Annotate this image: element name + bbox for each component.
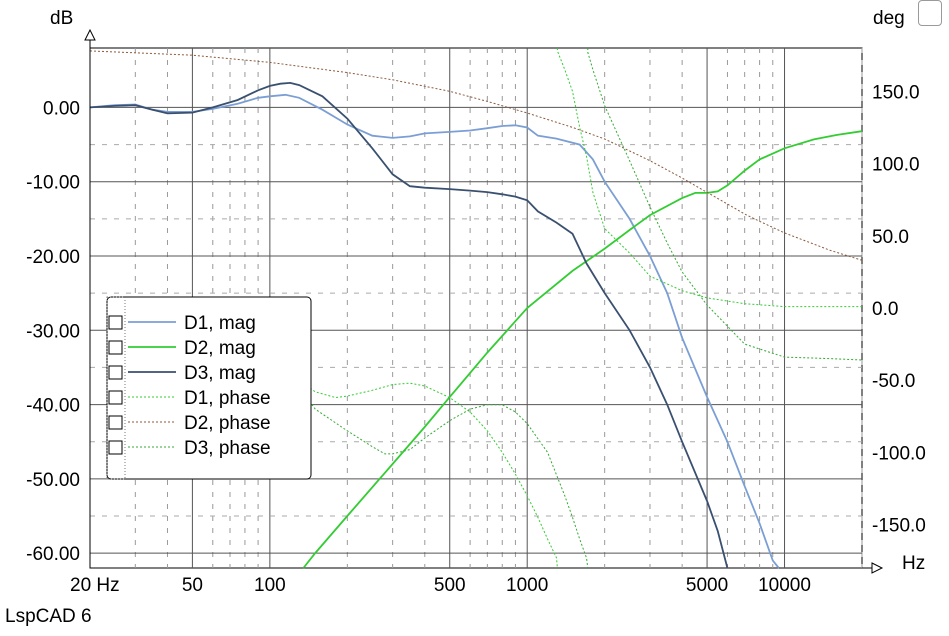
series-line-d2-phase [89,50,863,261]
y-left-tick-label: -30.00 [26,321,80,342]
x-axis-arrow [871,562,884,574]
y-left-unit: dB [50,8,73,29]
legend-checkbox [108,340,123,355]
x-tick-label: 20 Hz [70,575,120,596]
y-right-unit: deg [873,8,905,29]
legend-label: D2, mag [184,338,256,359]
x-unit: Hz [902,553,925,574]
y-right-tick-label: -100.0 [872,443,926,464]
y-left-tick-label: 0.00 [43,98,80,119]
legend-label: D1, mag [184,313,256,334]
x-tick-label: 1000 [506,575,548,596]
window-button[interactable] [918,0,942,26]
y-right-tick-label: 50.0 [872,227,909,248]
y-right-tick-label: -50.0 [872,371,915,392]
x-tick-label: 5000 [686,575,728,596]
x-tick-label: 50 [182,575,203,596]
y-right-tick-label: -150.0 [872,516,926,537]
legend-label: D1, phase [184,388,271,409]
curves [89,48,863,569]
legend-label: D3, phase [184,438,271,459]
y-left-tick-label: -60.00 [26,544,80,565]
series-line-d3-phase [269,48,863,569]
legend-checkbox [108,315,123,330]
legend-label: D2, phase [184,413,271,434]
legend-checkbox [108,365,123,380]
tick-labels: 20 Hz 50 100 500 1000 5000 10000 0.00 -10.00 -20.… [26,82,926,596]
legend-checkbox [108,440,123,455]
y-right-tick-label: 150.0 [872,82,920,103]
y-right-tick-label: 0.0 [872,299,898,320]
series-line-d1-mag [89,93,780,569]
legend-checkbox [108,390,123,405]
x-tick-label: 10000 [758,575,811,596]
legend: D1, mag D2, mag D3, mag D1, phase D2, phase D… [106,296,312,480]
axes [84,28,884,574]
y-left-tick-label: -50.00 [26,470,80,491]
y-left-tick-label: -20.00 [26,247,80,268]
y-axis-arrow [84,28,96,41]
series-line-d2-mag [302,130,863,569]
y-right-tick-label: 100.0 [872,155,920,176]
legend-label: D3, mag [184,363,256,384]
y-left-tick-label: -40.00 [26,396,80,417]
legend-checkbox-column [106,296,126,480]
series-line-d1-phase [263,48,862,569]
x-tick-label: 500 [434,575,466,596]
app-name-label: LspCAD 6 [5,606,92,627]
x-tick-label: 100 [254,575,286,596]
legend-checkbox [108,415,123,430]
series-line-d3-mag [89,81,729,569]
y-left-tick-label: -10.00 [26,173,80,194]
